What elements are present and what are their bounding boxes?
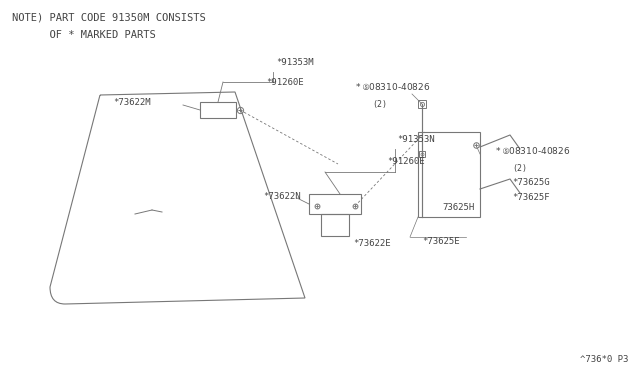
Text: NOTE) PART CODE 91350M CONSISTS: NOTE) PART CODE 91350M CONSISTS — [12, 12, 205, 22]
Text: OF * MARKED PARTS: OF * MARKED PARTS — [12, 30, 156, 40]
Text: *73622N: *73622N — [263, 192, 301, 201]
Bar — [309, 194, 361, 214]
Text: * $\circledS$08310-40826: * $\circledS$08310-40826 — [495, 145, 570, 156]
Text: *73622M: *73622M — [113, 98, 150, 107]
Text: *73625F: *73625F — [512, 193, 550, 202]
Text: *91260E: *91260E — [266, 78, 303, 87]
Text: *91260E: *91260E — [387, 157, 424, 166]
Text: *91353N: *91353N — [397, 135, 435, 144]
Bar — [200, 102, 236, 118]
Text: *73625G: *73625G — [512, 178, 550, 187]
Bar — [321, 214, 349, 236]
Text: ^736*0 P3: ^736*0 P3 — [580, 355, 628, 364]
Bar — [418, 132, 480, 217]
Text: *91353M: *91353M — [276, 58, 314, 67]
Text: (2): (2) — [512, 164, 527, 173]
Text: *73625E: *73625E — [422, 237, 460, 246]
Text: 73625H: 73625H — [442, 203, 474, 212]
Text: * $\circledS$08310-40826: * $\circledS$08310-40826 — [355, 81, 431, 92]
Text: *73622E: *73622E — [353, 239, 390, 248]
Text: (2): (2) — [372, 100, 387, 109]
